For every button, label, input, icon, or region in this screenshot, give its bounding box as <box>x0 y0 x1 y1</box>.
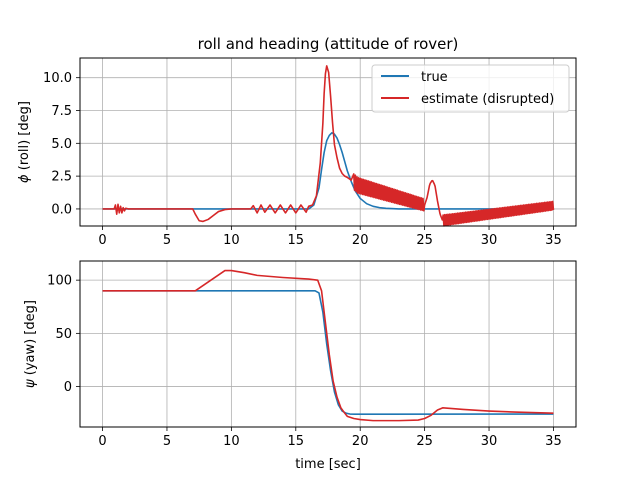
x-tick-label: 20 <box>352 233 369 248</box>
roll-y-axis-text: (roll) [deg] <box>17 101 32 174</box>
roll-series-lines <box>102 65 555 227</box>
yaw-y-axis-text: (yaw) [deg] <box>23 300 38 379</box>
yaw-axes: 0 5 10 15 20 25 30 35 0 50 100 ψ (yaw) [deg] time … <box>23 260 577 472</box>
x-tick-label: 35 <box>545 233 562 248</box>
yaw-axes-frame <box>79 260 577 428</box>
yaw-grid <box>80 261 576 427</box>
x-tick-label: 5 <box>163 434 171 449</box>
roll-axes: roll and heading (attitude of rover) 0 5 1… <box>17 35 577 248</box>
y-tick-label: 0 <box>64 380 72 395</box>
x-tick-label: 25 <box>416 434 433 449</box>
y-tick-label: 10.0 <box>43 71 72 86</box>
series-line-true <box>102 289 554 416</box>
x-tick-label: 15 <box>288 434 305 449</box>
y-tick-label: 5.0 <box>51 137 72 152</box>
yaw-y-axis-label: ψ (yaw) [deg] <box>23 300 38 388</box>
roll-y-axis-label: ϕ (roll) [deg] <box>17 101 32 183</box>
x-tick-label: 0 <box>98 233 106 248</box>
legend-box <box>371 64 570 113</box>
series-line-true <box>102 132 554 210</box>
x-tick-label: 35 <box>545 434 562 449</box>
yaw-y-axis-symbol: ψ <box>23 379 38 388</box>
y-tick-label: 7.5 <box>51 104 72 119</box>
x-tick-label: 20 <box>352 434 369 449</box>
x-tick-label: 15 <box>288 233 305 248</box>
y-tick-label: 100 <box>47 274 72 289</box>
yaw-ticks: 0 5 10 15 20 25 30 35 0 50 100 <box>47 274 562 449</box>
y-tick-label: 0.0 <box>51 202 72 217</box>
roll-ticks: 0 5 10 15 20 25 30 35 0.0 2.5 5.0 7.5 10.0 <box>43 71 562 248</box>
series-line-estimate <box>102 65 555 227</box>
legend: true estimate (disrupted) <box>371 64 570 113</box>
x-tick-label: 10 <box>223 233 240 248</box>
legend-label-estimate: estimate (disrupted) <box>421 92 554 107</box>
series-line-estimate <box>102 269 554 422</box>
y-tick-label: 2.5 <box>51 170 72 185</box>
x-axis-label: time [sec] <box>295 457 361 472</box>
x-tick-label: 30 <box>481 233 498 248</box>
x-tick-label: 0 <box>98 434 106 449</box>
x-tick-label: 5 <box>163 233 171 248</box>
chart-title: roll and heading (attitude of rover) <box>198 35 459 53</box>
x-tick-label: 10 <box>223 434 240 449</box>
legend-label-true: true <box>421 70 448 85</box>
x-tick-label: 30 <box>481 434 498 449</box>
y-tick-label: 50 <box>55 327 72 342</box>
roll-axes-frame <box>79 57 577 227</box>
x-tick-label: 25 <box>416 233 433 248</box>
yaw-series-lines <box>102 269 554 422</box>
roll-y-axis-symbol: ϕ <box>17 174 32 183</box>
